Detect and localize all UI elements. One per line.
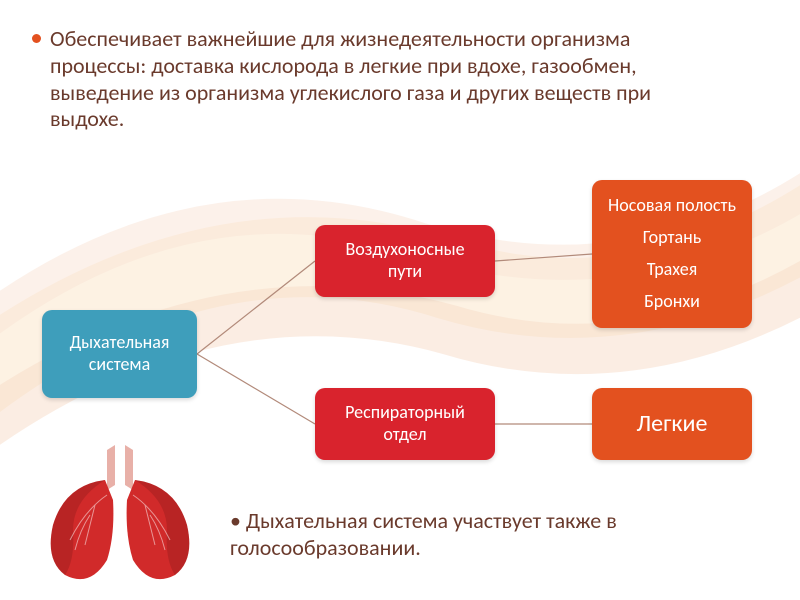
lungs-illustration (35, 440, 205, 585)
nasal-item: Гортань (643, 227, 701, 249)
box-respiratory-system: Дыхательнаясистема (42, 310, 197, 398)
bullet-dot (32, 34, 41, 43)
box-airways: Воздухоносныепути (315, 225, 495, 297)
intro-paragraph: Обеспечивает важнейшие для жизнедеятельн… (50, 26, 730, 133)
footer-note: • Дыхательная система участвует также в … (230, 508, 750, 562)
nasal-item: Трахея (647, 259, 698, 281)
box-respiratory-section: Респираторныйотдел (315, 388, 495, 460)
box-lungs: Легкие (592, 388, 752, 460)
box-nasal-group: Носовая полость Гортань Трахея Бронхи (592, 180, 752, 328)
nasal-item: Носовая полость (608, 195, 736, 217)
nasal-item: Бронхи (644, 291, 700, 313)
